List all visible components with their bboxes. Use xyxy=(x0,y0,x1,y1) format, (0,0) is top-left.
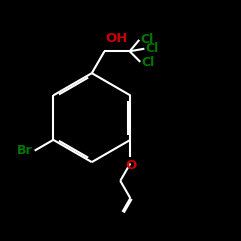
Text: Cl: Cl xyxy=(146,42,159,55)
Text: OH: OH xyxy=(106,32,128,45)
Text: Br: Br xyxy=(17,144,32,157)
Text: Cl: Cl xyxy=(141,33,154,46)
Text: O: O xyxy=(125,159,136,172)
Text: Cl: Cl xyxy=(141,56,155,69)
